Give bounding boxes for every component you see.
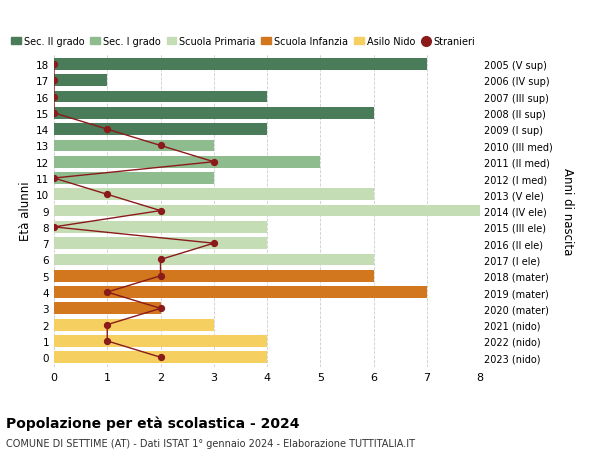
Point [156, 142, 166, 150]
Bar [54, 91, 267, 103]
Point [103, 289, 112, 296]
Bar [54, 189, 373, 201]
Point [209, 159, 218, 166]
Point [209, 240, 218, 247]
Point [156, 305, 166, 312]
Bar [54, 157, 320, 168]
Bar [54, 352, 267, 363]
Bar [54, 319, 214, 331]
Point [103, 321, 112, 329]
Text: Popolazione per età scolastica - 2024: Popolazione per età scolastica - 2024 [6, 415, 299, 430]
Bar [54, 270, 373, 282]
Point [103, 126, 112, 134]
Bar [54, 205, 480, 217]
Point [156, 354, 166, 361]
Bar [54, 286, 427, 298]
Bar [54, 336, 267, 347]
Point [49, 78, 59, 85]
Point [49, 175, 59, 182]
Point [156, 273, 166, 280]
Point [103, 337, 112, 345]
Y-axis label: Anni di nascita: Anni di nascita [561, 168, 574, 255]
Bar [54, 140, 214, 152]
Bar [54, 173, 214, 185]
Bar [54, 222, 267, 233]
Point [49, 94, 59, 101]
Y-axis label: Età alunni: Età alunni [19, 181, 32, 241]
Bar [54, 59, 427, 71]
Bar [54, 124, 267, 136]
Point [156, 256, 166, 263]
Text: COMUNE DI SETTIME (AT) - Dati ISTAT 1° gennaio 2024 - Elaborazione TUTTITALIA.IT: COMUNE DI SETTIME (AT) - Dati ISTAT 1° g… [6, 438, 415, 448]
Bar [54, 108, 373, 119]
Point [156, 207, 166, 215]
Point [49, 110, 59, 117]
Legend: Sec. II grado, Sec. I grado, Scuola Primaria, Scuola Infanzia, Asilo Nido, Stran: Sec. II grado, Sec. I grado, Scuola Prim… [11, 37, 475, 47]
Bar [54, 238, 267, 250]
Point [49, 224, 59, 231]
Bar [54, 254, 373, 266]
Bar [54, 303, 161, 314]
Point [49, 61, 59, 68]
Bar [54, 75, 107, 87]
Point [103, 191, 112, 199]
